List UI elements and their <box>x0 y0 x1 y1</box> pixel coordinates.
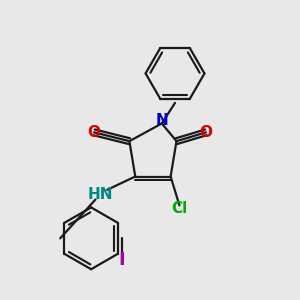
Text: Cl: Cl <box>171 201 188 216</box>
Text: O: O <box>88 125 100 140</box>
Text: HN: HN <box>87 187 113 202</box>
Text: N: N <box>155 113 168 128</box>
Text: O: O <box>200 125 212 140</box>
Text: I: I <box>119 250 125 268</box>
